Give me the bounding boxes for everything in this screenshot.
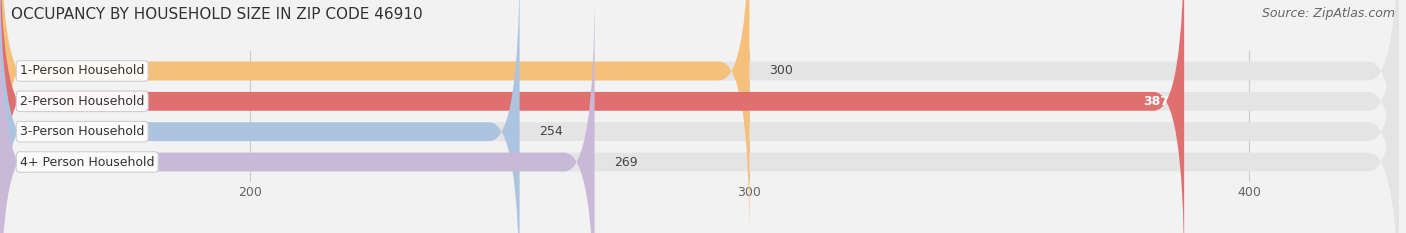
FancyBboxPatch shape xyxy=(0,0,1184,233)
Text: 254: 254 xyxy=(540,125,564,138)
Text: Source: ZipAtlas.com: Source: ZipAtlas.com xyxy=(1261,7,1395,20)
FancyBboxPatch shape xyxy=(0,0,595,233)
Text: 3-Person Household: 3-Person Household xyxy=(20,125,145,138)
FancyBboxPatch shape xyxy=(0,0,749,233)
FancyBboxPatch shape xyxy=(0,0,520,233)
Text: 387: 387 xyxy=(1143,95,1170,108)
Text: 300: 300 xyxy=(769,65,793,78)
Text: OCCUPANCY BY HOUSEHOLD SIZE IN ZIP CODE 46910: OCCUPANCY BY HOUSEHOLD SIZE IN ZIP CODE … xyxy=(11,7,423,22)
Text: 4+ Person Household: 4+ Person Household xyxy=(20,155,155,168)
Text: 269: 269 xyxy=(614,155,638,168)
Text: 1-Person Household: 1-Person Household xyxy=(20,65,145,78)
Text: 2-Person Household: 2-Person Household xyxy=(20,95,145,108)
